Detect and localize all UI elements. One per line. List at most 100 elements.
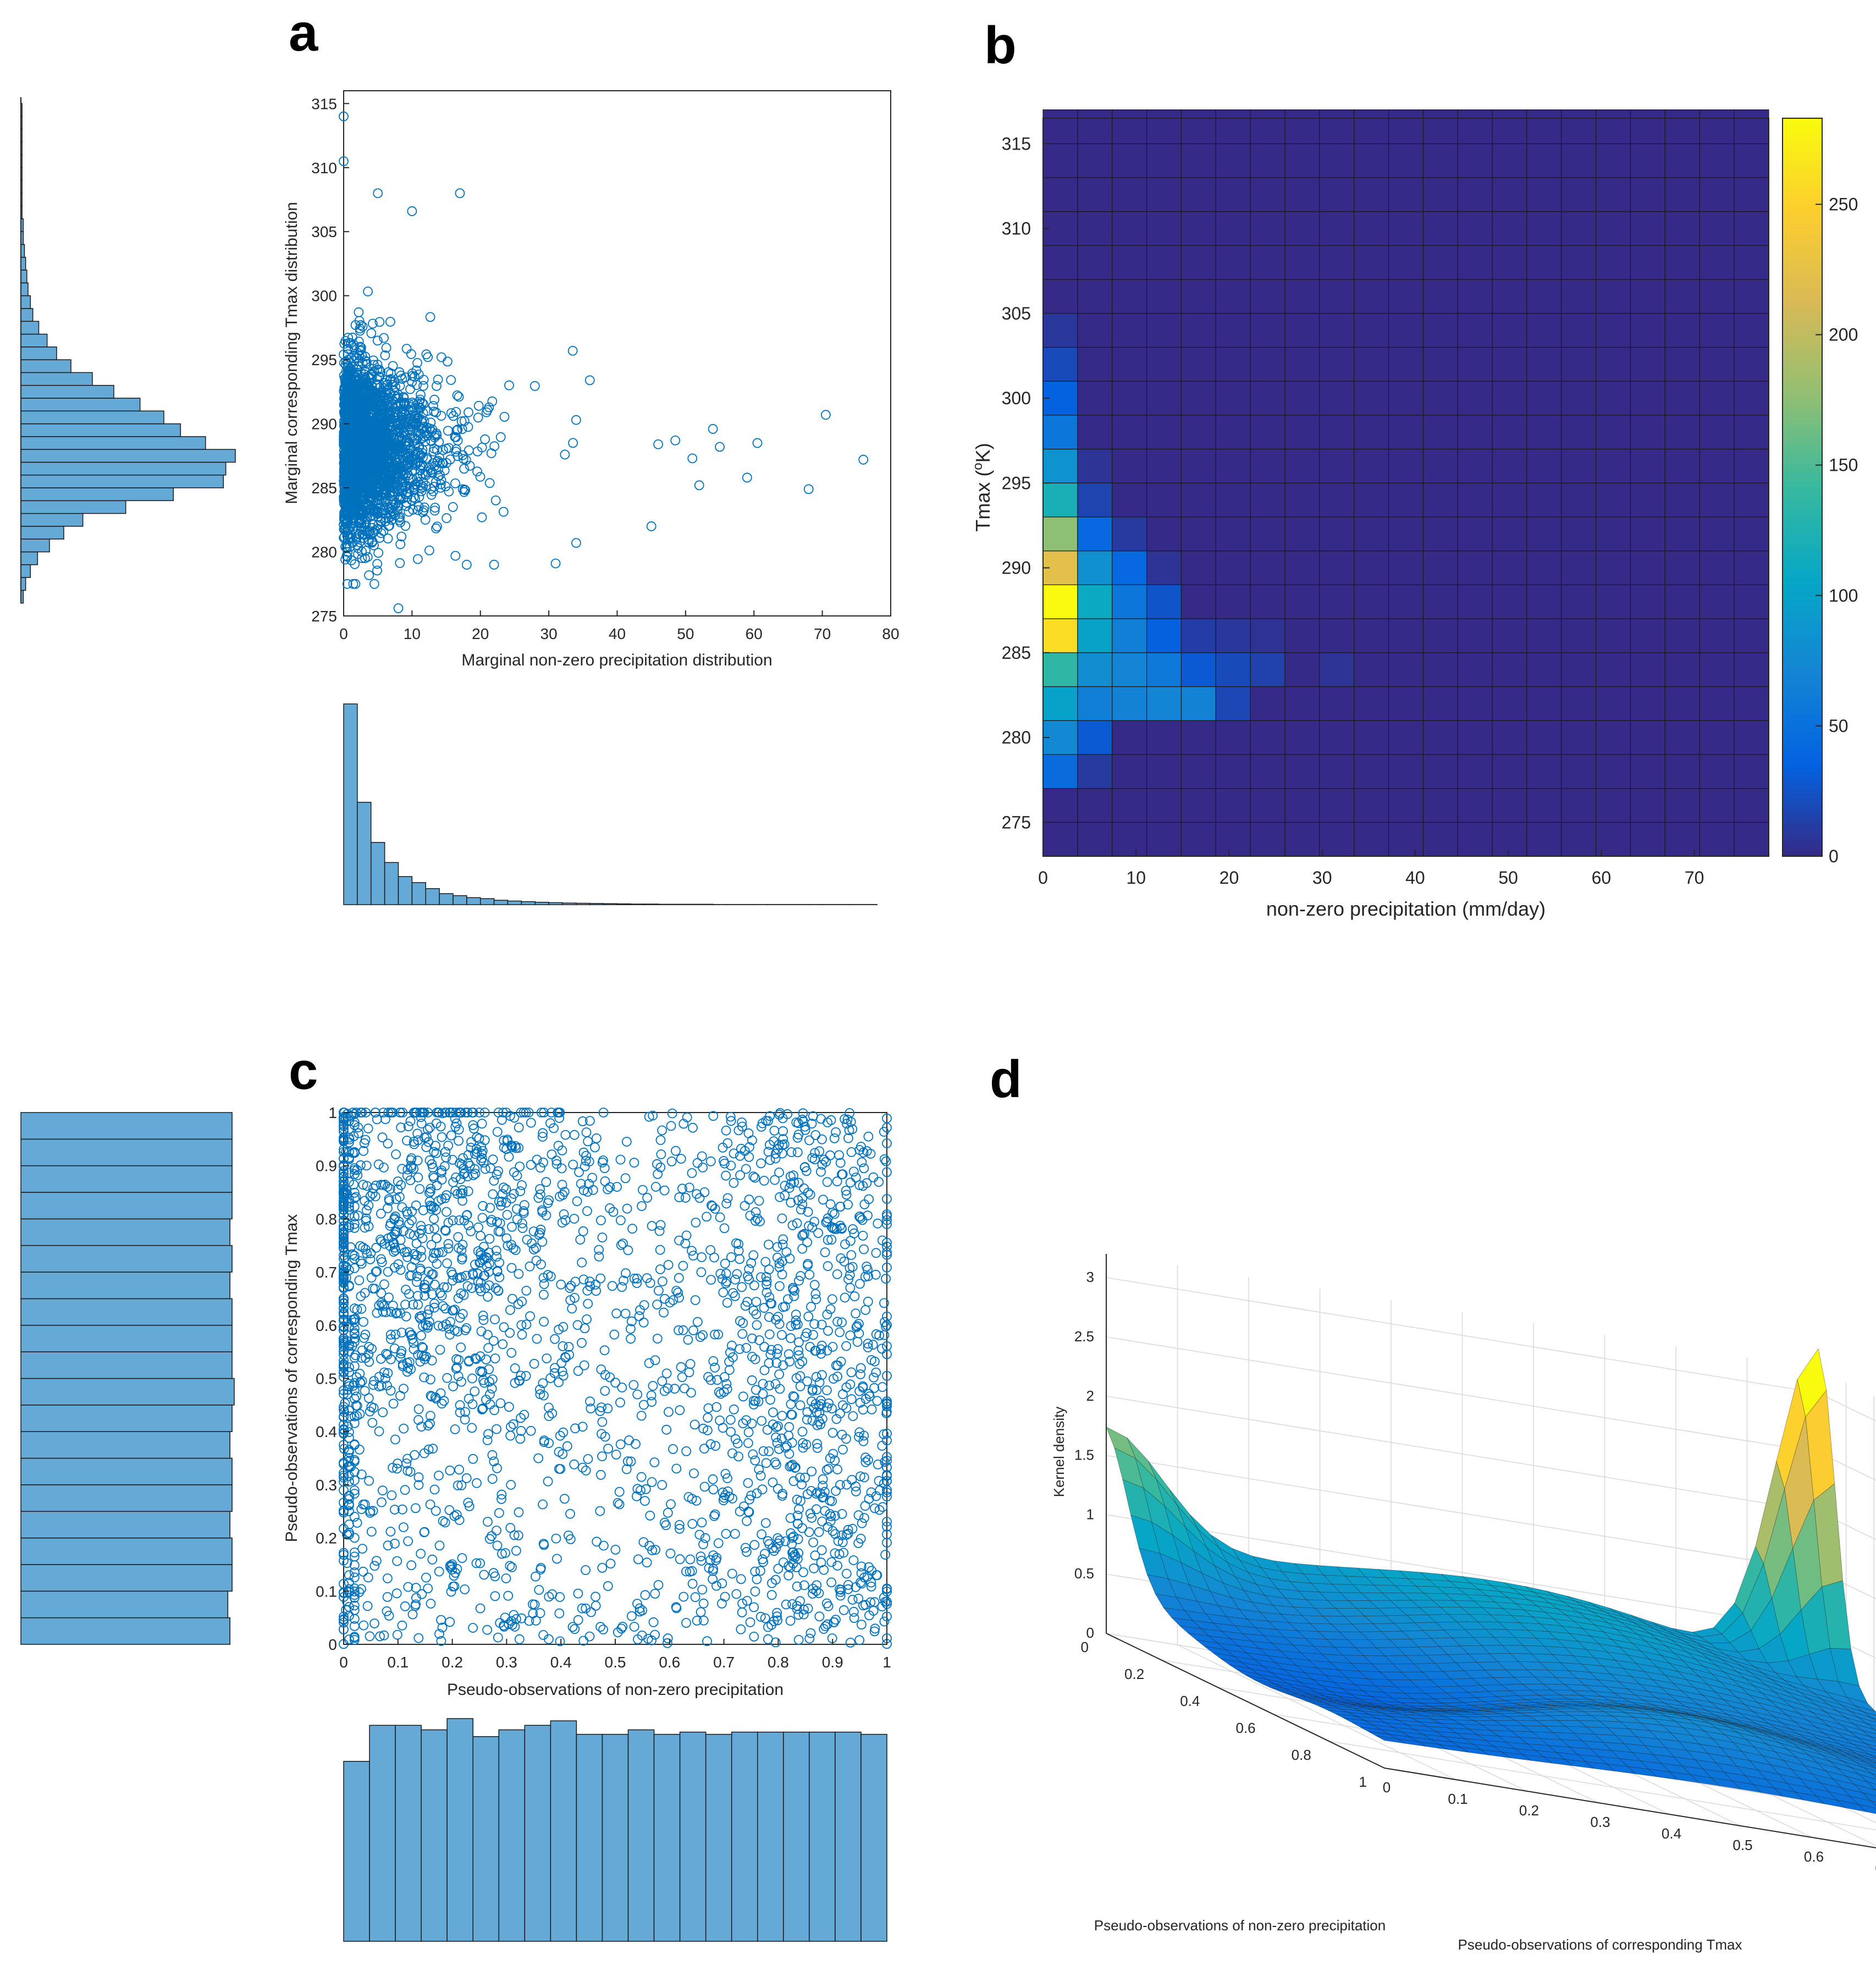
heatmap-cell (1354, 754, 1389, 789)
scatter-point (409, 1137, 419, 1147)
heatmap-cell (1734, 415, 1769, 450)
histogram-bar (20, 308, 34, 322)
scatter-point (547, 1408, 558, 1419)
scatter-point (351, 375, 361, 384)
heatmap-cell (1596, 279, 1631, 314)
scatter-point (554, 1608, 565, 1618)
scatter-point (376, 1353, 386, 1364)
scatter-point (407, 206, 417, 216)
heatmap-cell (1561, 381, 1597, 416)
scatter-point (696, 1551, 706, 1562)
scatter-point (446, 408, 456, 418)
heatmap-cell (1526, 415, 1562, 450)
scatter-point (401, 1311, 411, 1322)
histogram-bar (20, 282, 29, 296)
scatter-point (762, 1279, 771, 1290)
scatter-point (410, 458, 421, 469)
heatmap-cell (1699, 313, 1735, 348)
scatter-point (422, 453, 432, 463)
scatter-point (684, 1182, 694, 1193)
scatter-point (489, 1176, 499, 1186)
scatter-point (608, 1207, 619, 1217)
heatmap-cell (1077, 652, 1113, 687)
heatmap-cell (1596, 788, 1631, 823)
scatter-point (550, 1334, 560, 1344)
scatter-point (342, 579, 352, 589)
scatter-point (685, 1554, 696, 1565)
scatter-point (856, 1561, 867, 1572)
scatter-point (514, 1122, 524, 1133)
scatter-point (743, 1506, 754, 1517)
scatter-point (841, 1568, 852, 1579)
scatter-point (394, 513, 404, 523)
heatmap-cell (1354, 109, 1389, 144)
heatmap-cell (1492, 279, 1527, 314)
scatter-point (873, 1218, 883, 1229)
panel-a-marginal-x-histogram (343, 703, 878, 905)
heatmap-cell (1422, 550, 1458, 586)
heatmap-cell (1284, 754, 1320, 789)
scatter-point (429, 1302, 439, 1313)
scatter-point (832, 1317, 842, 1327)
scatter-point (493, 1108, 504, 1117)
scatter-point (378, 1485, 388, 1496)
scatter-point (412, 358, 422, 368)
heatmap-cell (1388, 584, 1424, 619)
scatter-point (355, 342, 365, 352)
scatter-point (554, 1377, 564, 1388)
scatter-point (411, 1238, 422, 1249)
scatter-point (733, 1451, 743, 1462)
scatter-point (600, 1432, 610, 1442)
heatmap-cell (1422, 482, 1458, 517)
panel-c-points (339, 1108, 892, 1649)
heatmap-cell (1699, 177, 1735, 212)
histogram-bar (20, 398, 141, 412)
scatter-point (882, 1452, 892, 1462)
scatter-point (806, 1302, 816, 1312)
scatter-point (477, 512, 487, 522)
heatmap-cell (1526, 584, 1562, 619)
heatmap-cell (1354, 279, 1389, 314)
heatmap-cell (1354, 822, 1389, 857)
scatter-point (344, 364, 354, 374)
scatter-point (652, 1334, 663, 1344)
scatter-point (774, 1369, 784, 1380)
scatter-point (372, 565, 382, 576)
scatter-point (786, 1197, 796, 1208)
scatter-point (341, 373, 351, 383)
scatter-point (674, 1292, 684, 1303)
scatter-point (797, 1199, 808, 1209)
scatter-point (831, 1486, 841, 1496)
heatmap-cell (1457, 652, 1493, 687)
heatmap-cell (1077, 482, 1113, 517)
heatmap-cell (1354, 788, 1389, 823)
scatter-point (663, 1633, 673, 1644)
scatter-point (873, 1459, 883, 1469)
scatter-point (500, 1548, 510, 1558)
y-tick-label: 310 (311, 159, 337, 177)
histogram-bar (425, 888, 440, 905)
scatter-point (402, 1466, 413, 1476)
scatter-point (832, 1465, 842, 1474)
scatter-point (360, 1196, 370, 1206)
scatter-point (456, 1245, 467, 1256)
scatter-point (372, 1266, 382, 1276)
heatmap-cell (1284, 143, 1320, 178)
scatter-point (773, 1252, 782, 1263)
scatter-point (450, 550, 461, 561)
scatter-point (499, 412, 510, 422)
scatter-point (596, 1364, 606, 1375)
scatter-point (345, 402, 355, 412)
scatter-point (469, 1124, 479, 1134)
scatter-point (803, 484, 814, 494)
scatter-point (543, 1476, 553, 1486)
scatter-point (411, 1599, 421, 1610)
scatter-point (361, 402, 371, 412)
heatmap-cell (1699, 516, 1735, 552)
scatter-point (448, 502, 458, 512)
scatter-point (570, 1423, 580, 1434)
heatmap-cell (1042, 686, 1078, 721)
heatmap-cell (1319, 313, 1355, 348)
scatter-point (715, 442, 725, 452)
scatter-point (357, 321, 368, 332)
